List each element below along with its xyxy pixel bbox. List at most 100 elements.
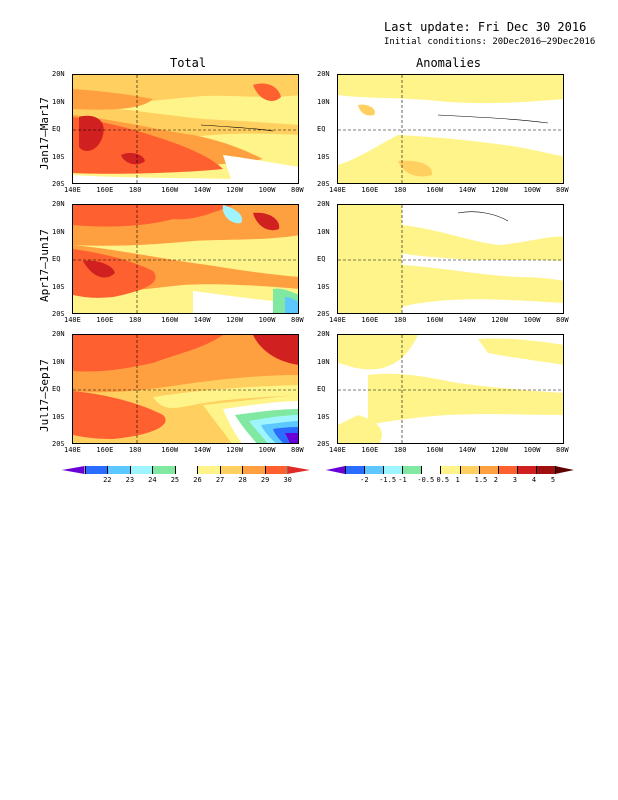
- lon-tick-label: 140E: [329, 446, 346, 454]
- lon-tick-label: 140E: [64, 446, 81, 454]
- lon-tick-label: 180: [393, 316, 407, 324]
- lat-tick-label: 20S: [317, 180, 330, 188]
- lat-tick-label: 20N: [317, 200, 330, 208]
- lat-tick-label: EQ: [52, 385, 61, 393]
- lon-tick-label: 80W: [556, 316, 569, 324]
- lat-tick-label: 10N: [317, 97, 330, 106]
- lon-tick-label: 80W: [291, 186, 304, 194]
- lon-tick-label: 160W: [161, 446, 179, 454]
- anomaly-colorbar-label: 0.5: [436, 476, 450, 484]
- anomalies-column-title: Anomalies: [416, 56, 482, 70]
- total-map-jul-sep: [72, 334, 299, 444]
- row-label-jan-mar: Jan17–Mar17: [38, 97, 51, 170]
- anomaly-colorbar-swatch: [421, 466, 441, 474]
- row-label-apr-jun: Apr17–Jun17: [38, 229, 51, 302]
- anomaly-colorbar-swatch: [440, 466, 460, 474]
- lon-tick-label: 160W: [426, 446, 444, 454]
- anomaly-colorbar-label: 3: [512, 476, 517, 484]
- lon-tick-label: 160E: [96, 446, 114, 454]
- lon-tick-label: 100W: [258, 316, 276, 324]
- total-colorbar: [62, 466, 310, 474]
- total-colorbar-label: 26: [193, 476, 202, 484]
- total-colorbar-label: 27: [215, 476, 225, 484]
- lon-tick-label: 140W: [193, 446, 211, 454]
- total-jul-sep-contours: [73, 335, 298, 443]
- anomaly-colorbar-label: 1.5: [474, 476, 488, 484]
- lat-tick-label: 20N: [52, 70, 65, 78]
- lat-tick-label: 10S: [317, 282, 330, 291]
- lat-tick-label: 20S: [317, 440, 330, 448]
- lon-tick-label: 160E: [96, 316, 114, 324]
- lon-tick-label: 160W: [426, 316, 444, 324]
- lon-tick-label: 100W: [523, 446, 541, 454]
- total-jan-mar-contours: [73, 75, 298, 183]
- lat-tick-label: EQ: [52, 125, 61, 133]
- lat-tick-label: 10N: [317, 227, 330, 236]
- anomaly-colorbar-label: 2: [493, 476, 498, 484]
- lon-tick-label: 160E: [361, 186, 379, 194]
- lon-tick-label: 180: [393, 446, 407, 454]
- total-colorbar-label: 25: [170, 476, 180, 484]
- lat-tick-label: 20N: [52, 330, 65, 338]
- anomaly-colorbar-swatch: [383, 466, 403, 474]
- total-colorbar-swatch: [62, 466, 85, 474]
- lat-tick-label: EQ: [317, 385, 326, 393]
- total-colorbar-swatch: [152, 466, 175, 474]
- anomaly-colorbar-swatch: [402, 466, 422, 474]
- anomaly-map-jan-mar: [337, 74, 564, 184]
- lon-tick-label: 180: [393, 186, 407, 194]
- total-colorbar-swatch: [242, 466, 265, 474]
- lon-tick-label: 140E: [329, 186, 346, 194]
- anomaly-colorbar-swatch: [345, 466, 365, 474]
- anomaly-colorbar-swatch: [516, 466, 536, 474]
- lon-tick-label: 160W: [426, 186, 444, 194]
- total-map-apr-jun: [72, 204, 299, 314]
- total-colorbar-label: 23: [125, 476, 135, 484]
- lon-tick-label: 160W: [161, 316, 179, 324]
- total-column-title: Total: [170, 56, 207, 70]
- anomaly-colorbar-label: 4: [531, 476, 537, 484]
- anomaly-colorbar-label: 5: [550, 476, 556, 484]
- lon-tick-label: 160W: [161, 186, 179, 194]
- lat-tick-label: 20S: [317, 310, 330, 318]
- lat-tick-label: EQ: [317, 125, 326, 133]
- lat-tick-label: 10N: [52, 97, 65, 106]
- lon-tick-label: 140W: [193, 186, 211, 194]
- total-colorbar-label: 29: [260, 476, 270, 484]
- lat-tick-label: 10S: [317, 412, 330, 421]
- anomaly-apr-jun-contours: [338, 205, 563, 313]
- lat-tick-label: 10S: [52, 412, 65, 421]
- lat-tick-label: 10N: [52, 227, 65, 236]
- total-colorbar-label: 22: [103, 476, 112, 484]
- lon-tick-label: 100W: [258, 186, 276, 194]
- anomaly-map-jul-sep: [337, 334, 564, 444]
- total-colorbar-label: 28: [238, 476, 247, 484]
- lon-tick-label: 140E: [64, 186, 81, 194]
- lon-tick-label: 140W: [193, 316, 211, 324]
- lat-tick-label: 20N: [317, 70, 330, 78]
- total-colorbar-label: 30: [283, 476, 292, 484]
- lat-tick-label: 20S: [52, 440, 65, 448]
- total-colorbar-swatch: [174, 466, 198, 474]
- lon-tick-label: 140E: [329, 316, 346, 324]
- lon-tick-label: 100W: [523, 316, 541, 324]
- anomaly-jan-mar-contours: [338, 75, 563, 183]
- lon-tick-label: 140W: [458, 446, 476, 454]
- lat-tick-label: 20S: [52, 310, 65, 318]
- lon-tick-label: 160E: [361, 446, 379, 454]
- anomaly-colorbar-swatch: [459, 466, 479, 474]
- anomaly-colorbar-swatch: [326, 466, 346, 474]
- anomaly-colorbar-swatch: [535, 466, 555, 474]
- lat-tick-label: 20N: [317, 330, 330, 338]
- lon-tick-label: 160E: [96, 186, 114, 194]
- lon-tick-label: 120W: [226, 186, 243, 194]
- total-colorbar-swatch: [264, 466, 288, 474]
- anomaly-colorbar-swatch: [554, 466, 574, 474]
- anomaly-map-apr-jun: [337, 204, 564, 314]
- lon-tick-label: 100W: [258, 446, 276, 454]
- row-label-jul-sep: Jul17–Sep17: [38, 359, 51, 432]
- lon-tick-label: 180: [128, 316, 142, 324]
- anomaly-colorbar-swatch: [497, 466, 517, 474]
- lon-tick-label: 180: [128, 186, 142, 194]
- anomaly-colorbar-label: 1: [455, 476, 460, 484]
